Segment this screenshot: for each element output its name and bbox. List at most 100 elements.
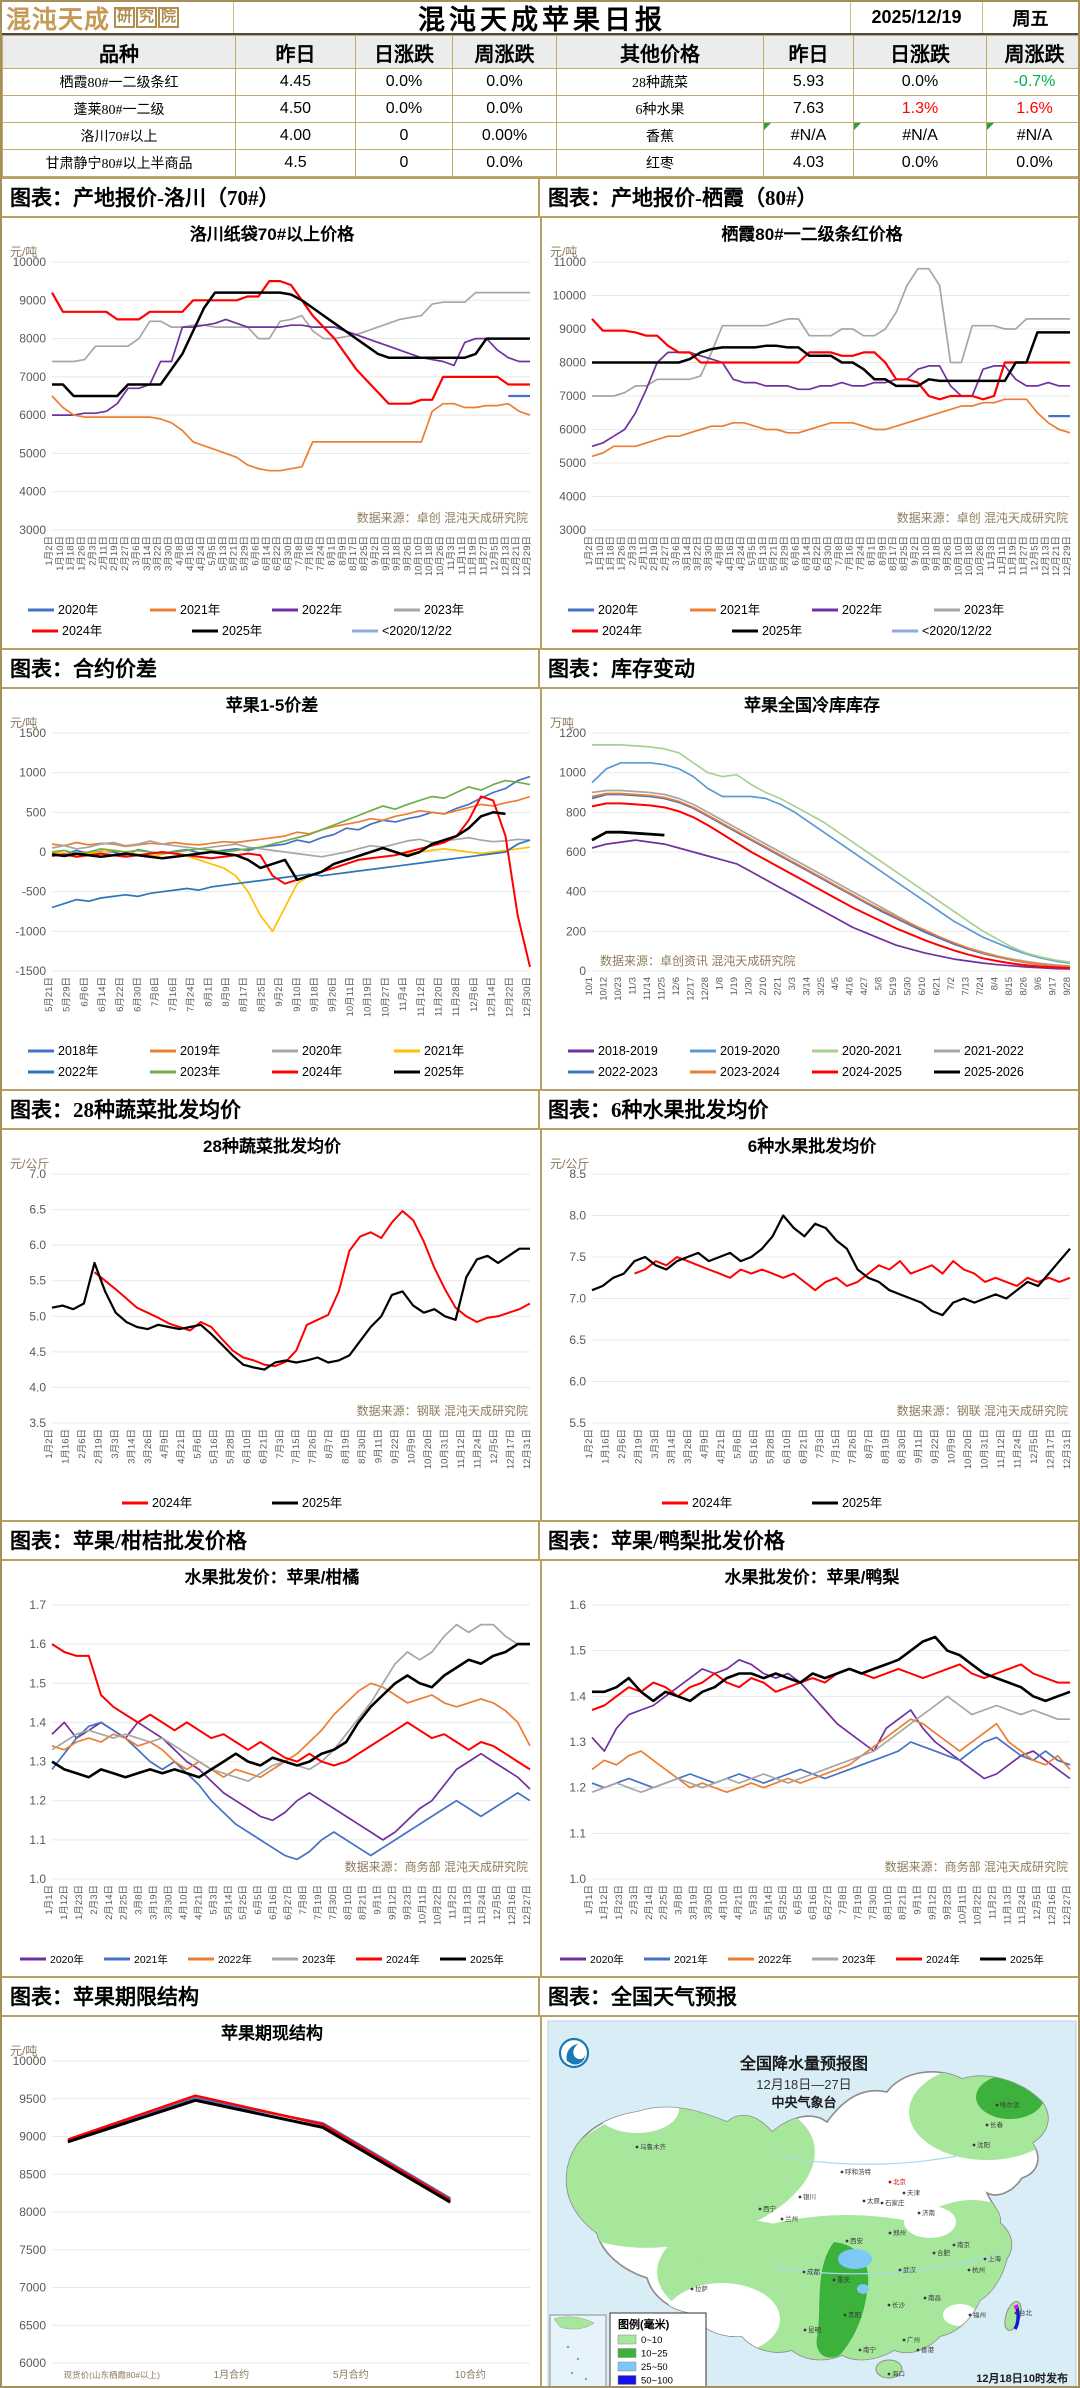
chart-panel: 28种蔬菜批发均价 元/公斤 3.5 4.0 4.5 5.0 5.5 6.0 6.5 7.0 1月2…	[2, 1130, 542, 1520]
svg-text:5月25日: 5月25日	[778, 1885, 789, 1920]
svg-text:8月19日: 8月19日	[341, 1429, 352, 1464]
chart-legend: 2024年 2025年	[122, 1496, 342, 1510]
city-label: 南京	[957, 2240, 971, 2249]
series-2021年	[51, 846, 531, 933]
svg-text:8月17日: 8月17日	[888, 536, 899, 571]
series-2022年	[51, 839, 531, 909]
svg-text:1月合约: 1月合约	[214, 2368, 250, 2381]
legend-label: 2024年	[692, 1496, 732, 1510]
city-label: 长春	[990, 2120, 1004, 2129]
svg-text:5月13日: 5月13日	[758, 536, 769, 571]
svg-text:3月14日: 3月14日	[666, 1429, 677, 1464]
x-axis-labels: 1月2日 1月16日 2月6日 2月19日 3月3日 3月14日 3月26日 4月9日 4月21…	[584, 1429, 1073, 1469]
svg-text:9月26日: 9月26日	[403, 536, 414, 571]
y-axis: 0 200 400 600 800 1000 1200	[559, 726, 1070, 978]
section-title-left: 图表：合约价差	[2, 650, 540, 687]
svg-text:9月2日: 9月2日	[274, 977, 285, 1007]
chart-panel-row: 28种蔬菜批发均价 元/公斤 3.5 4.0 4.5 5.0 5.5 6.0 6.5 7.0 1月2…	[2, 1130, 1078, 1520]
svg-text:-1000: -1000	[15, 924, 46, 938]
city-label: 南昌	[928, 2293, 941, 2302]
legend-label: 2023年	[180, 1065, 220, 1079]
axis-unit-label: 元/公斤	[550, 1157, 589, 1171]
svg-text:1.2: 1.2	[569, 1781, 586, 1795]
svg-text:10月10日: 10月10日	[413, 536, 424, 576]
price-value-cell: 0.0%	[355, 68, 453, 96]
svg-text:5月5日: 5月5日	[207, 536, 218, 566]
svg-text:8/4: 8/4	[990, 977, 1001, 990]
svg-text:7月26日: 7月26日	[308, 1429, 319, 1464]
city-label: 成都	[807, 2267, 821, 2276]
legend-label: 2022年	[758, 1953, 792, 1966]
svg-text:8月21日: 8月21日	[898, 1885, 909, 1920]
price-item-name: 栖霞80#一二级条红	[2, 68, 236, 96]
report-header: 混沌天成 研究院 混沌天成苹果日报 2025/12/19 周五	[2, 2, 1078, 35]
svg-text:7月19日: 7月19日	[313, 1885, 324, 1920]
svg-text:10合约: 10合约	[455, 2368, 486, 2381]
svg-text:7月24日: 7月24日	[316, 536, 327, 571]
svg-text:2月3日: 2月3日	[628, 536, 639, 566]
svg-text:5/19: 5/19	[888, 977, 899, 996]
svg-text:7月16日: 7月16日	[305, 536, 316, 571]
chart-legend: 2020年 2021年 2022年 2023年 2024年 2025年 <2020/12/2…	[568, 603, 1004, 638]
svg-text:5月16日: 5月16日	[209, 1429, 220, 1464]
svg-text:10/12: 10/12	[599, 977, 610, 1001]
svg-text:1200: 1200	[559, 726, 586, 740]
series-2022年	[591, 1718, 1071, 1794]
chart-panel: 苹果期现结构 元/吨 6000 6500 7000 7500 8000 8500 9000 950…	[2, 2017, 542, 2386]
logo-text: 混沌天成	[6, 6, 111, 34]
series-2024-2025	[591, 802, 1071, 969]
svg-text:10月27日: 10月27日	[380, 977, 391, 1017]
svg-text:10月11日: 10月11日	[957, 1885, 968, 1924]
legend-label: 2023-2024	[720, 1065, 780, 1079]
svg-text:12月14日: 12月14日	[487, 977, 498, 1017]
svg-text:1月26日: 1月26日	[617, 536, 628, 571]
price-value-cell: 0.0%	[355, 95, 453, 123]
svg-text:7.5: 7.5	[569, 1250, 586, 1264]
city-label: 贵阳	[848, 2310, 861, 2319]
svg-text:11月20日: 11月20日	[434, 977, 445, 1016]
svg-text:3月6日: 3月6日	[131, 536, 142, 566]
svg-text:5月13日: 5月13日	[218, 536, 229, 571]
price-item-name: 洛川70#以上	[2, 122, 236, 150]
city-label: 太原	[867, 2196, 881, 2205]
svg-text:10月31日: 10月31日	[980, 1429, 991, 1469]
svg-text:8月9日: 8月9日	[877, 536, 888, 566]
svg-text:11月11日: 11月11日	[457, 536, 468, 575]
logo-seal-char: 究	[136, 7, 158, 28]
svg-text:6月30日: 6月30日	[283, 536, 294, 571]
svg-text:9000: 9000	[19, 293, 46, 307]
series-2024年	[591, 318, 1070, 401]
svg-text:1月12日: 1月12日	[599, 1885, 610, 1920]
hainan-island	[875, 2359, 903, 2379]
svg-text:-500: -500	[22, 885, 46, 899]
svg-text:8月25日: 8月25日	[359, 536, 370, 571]
svg-text:5月29日: 5月29日	[240, 536, 251, 571]
svg-text:1/8: 1/8	[714, 977, 725, 990]
city-label: 济南	[922, 2208, 936, 2217]
svg-text:8月25日: 8月25日	[256, 977, 267, 1012]
svg-text:3月19日: 3月19日	[149, 1885, 160, 1920]
city-label: 杭州	[972, 2265, 985, 2274]
svg-text:8月25日: 8月25日	[899, 536, 910, 571]
svg-text:11月24日: 11月24日	[1013, 1429, 1024, 1468]
section-title-row: 图表：产地报价-洛川（70#） 图表：产地报价-栖霞（80#）	[2, 177, 1078, 218]
city-label: 呼和浩特	[845, 2167, 872, 2176]
svg-text:8月9日: 8月9日	[221, 977, 232, 1007]
map-legend-label: 10~25	[641, 2349, 668, 2360]
svg-text:1月23日: 1月23日	[614, 1885, 625, 1920]
svg-text:7月15日: 7月15日	[291, 1429, 302, 1464]
series-2024年	[93, 1210, 531, 1368]
svg-text:6月22日: 6月22日	[115, 977, 126, 1012]
legend-label: 2021-2022	[964, 1044, 1024, 1058]
svg-text:1.1: 1.1	[569, 1826, 586, 1840]
series-2022年	[52, 318, 530, 416]
svg-text:6月27日: 6月27日	[823, 1885, 834, 1920]
svg-text:1月2日: 1月2日	[44, 1429, 55, 1459]
svg-text:4.5: 4.5	[29, 1345, 46, 1359]
logo-seal-icon: 研究院	[113, 7, 180, 28]
x-axis-labels: 现货价(山东栖霞80#以上) 1月合约 5月合约 10合约	[64, 2368, 486, 2381]
svg-text:2月3日: 2月3日	[88, 536, 99, 566]
